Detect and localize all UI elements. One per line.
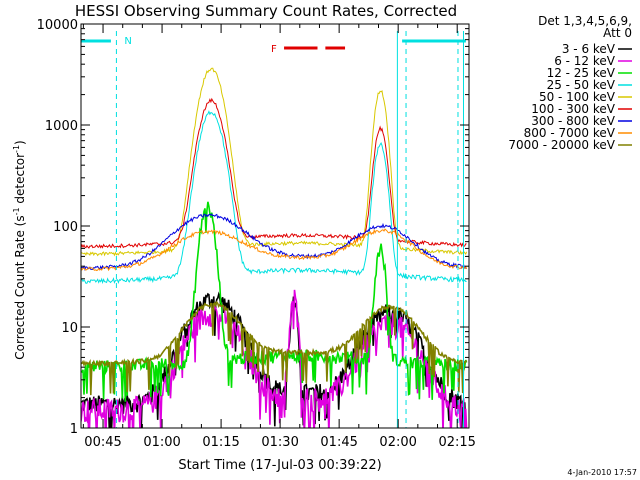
series-line (81, 213, 467, 272)
x-tick-label: 00:45 (84, 435, 121, 450)
series-group (81, 67, 468, 428)
x-tick-label: 02:00 (379, 435, 416, 450)
y-tick-label: 10000 (37, 18, 78, 33)
x-axis: 00:45 01:00 01:15 01:30 01:45 02:00 02:15 (82, 24, 476, 450)
series-line (81, 289, 468, 428)
y-axis-label-mid: detector (13, 153, 27, 208)
y-tick-label: 1000 (45, 119, 78, 134)
chart-title: HESSI Observing Summary Count Rates, Cor… (75, 2, 457, 20)
legend-header-detectors: Det 1,3,4,5,6,9, (538, 14, 632, 28)
x-tick-label: 01:45 (320, 435, 357, 450)
y-axis: 1 10 100 1000 10000 (37, 18, 469, 437)
y-tick-label: 100 (53, 220, 78, 235)
flare-label: F (271, 44, 277, 55)
y-axis-label-end: ) (13, 140, 27, 145)
night-label: N (124, 36, 131, 47)
series-line (81, 291, 467, 428)
x-tick-label: 01:00 (143, 435, 180, 450)
legend-entry-label: 300 - 800 keV (531, 114, 615, 128)
x-tick-label: 01:30 (261, 435, 298, 450)
series-line (81, 97, 467, 249)
y-axis-label-main: Corrected Count Rate (s (13, 215, 27, 359)
x-tick-label: 02:15 (438, 435, 475, 450)
x-axis-label: Start Time (17-Jul-03 00:39:22) (178, 458, 381, 473)
legend-entry-label: 12 - 25 keV (547, 66, 616, 80)
series-line (81, 201, 468, 402)
legend-entry-label: 7000 - 20000 keV (508, 138, 615, 152)
legend-entry-label: 50 - 100 keV (539, 90, 616, 104)
legend-entry-label: 800 - 7000 keV (524, 126, 616, 140)
legend-entry-label: 6 - 12 keV (554, 54, 616, 68)
x-tick-label: 01:15 (202, 435, 239, 450)
y-axis-label-sup2: -1 (12, 145, 21, 153)
y-tick-label: 1 (70, 422, 78, 437)
legend-entry-label: 25 - 50 keV (547, 78, 616, 92)
date-stamp: 4-Jan-2010 17:57 (567, 468, 637, 477)
series-line (81, 228, 468, 272)
legend-entry-label: 100 - 300 keV (531, 102, 615, 116)
legend-header-attenuator: Att 0 (603, 26, 632, 40)
y-axis-label-sup1: -1 (12, 207, 21, 215)
y-axis-label: Corrected Count Rate (s-1 detector-1) (12, 140, 27, 359)
legend-entry-label: 3 - 6 keV (562, 42, 616, 56)
y-tick-label: 10 (61, 321, 78, 336)
series-line (81, 110, 467, 285)
annotation-group: NF (81, 31, 466, 428)
series-line (81, 67, 468, 257)
series-line (81, 300, 468, 396)
